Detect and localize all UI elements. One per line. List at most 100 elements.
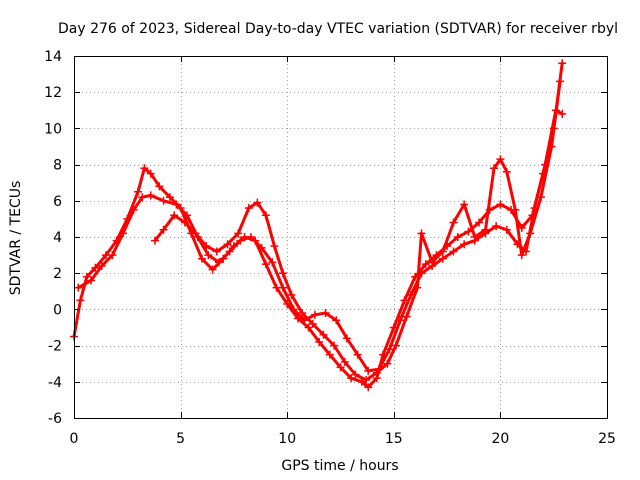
data-point [464, 227, 473, 236]
data-point [396, 316, 405, 325]
data-point [236, 236, 245, 245]
data-point [332, 316, 341, 325]
data-point [353, 350, 362, 359]
data-point [261, 211, 270, 220]
data-point [347, 374, 356, 383]
data-point [82, 272, 91, 281]
data-point [310, 310, 319, 319]
series-line [153, 79, 562, 382]
data-point [391, 341, 400, 350]
data-point [319, 330, 328, 339]
data-point [76, 296, 85, 305]
data-point [225, 247, 234, 256]
data-point [108, 251, 117, 260]
data-point [165, 193, 174, 202]
data-point [321, 309, 330, 318]
data-point [460, 240, 469, 249]
data-point [492, 222, 501, 231]
data-point [453, 233, 462, 241]
data-point [287, 290, 296, 299]
series-track-a [70, 59, 567, 392]
data-point [460, 200, 469, 209]
y-tick-label: 6 [53, 194, 62, 210]
data-point [340, 357, 349, 366]
axis-ticks [74, 56, 608, 419]
data-point [133, 187, 142, 196]
data-point [97, 261, 106, 270]
data-point [490, 164, 499, 173]
data-point [383, 359, 392, 368]
x-axis-label: GPS time / hours [281, 458, 398, 474]
data-point [372, 368, 381, 377]
data-point [172, 200, 181, 209]
data-point [421, 260, 430, 269]
data-point [91, 263, 100, 272]
y-axis-tick-labels: -6 -4 -2 0 2 4 6 8 10 12 14 [44, 49, 62, 427]
data-point [197, 254, 206, 263]
data-point [428, 258, 437, 267]
data-point [278, 269, 287, 278]
data-point [261, 260, 270, 269]
data-point [362, 375, 371, 384]
x-tick-label: 25 [598, 431, 616, 447]
y-tick-label: 12 [44, 85, 62, 101]
data-point [517, 251, 526, 260]
data-point [246, 233, 255, 241]
data-point [417, 229, 426, 238]
series-track-c [151, 77, 565, 384]
data-point [342, 334, 351, 343]
x-tick-label: 0 [70, 431, 79, 447]
data-point [298, 309, 307, 318]
data-point [244, 204, 253, 213]
data-point [336, 363, 345, 372]
data-series [70, 59, 567, 392]
data-point [278, 283, 287, 292]
data-point [556, 77, 565, 86]
x-tick-label: 20 [491, 431, 509, 447]
data-point [402, 312, 411, 321]
data-point [496, 155, 505, 164]
chart-title: Day 276 of 2023, Sidereal Day-to-day VTE… [58, 21, 618, 37]
data-point [151, 236, 160, 245]
data-point [364, 366, 373, 375]
data-point [536, 193, 545, 202]
y-axis-label: SDTVAR / TECUs [8, 181, 24, 296]
data-point [496, 200, 505, 209]
data-point [449, 247, 458, 256]
data-point [146, 191, 155, 200]
data-point [470, 233, 479, 241]
data-point [214, 258, 223, 267]
data-point [191, 229, 200, 238]
data-point [475, 218, 484, 227]
data-point [558, 109, 567, 118]
data-point [308, 319, 317, 328]
data-point [159, 196, 168, 205]
data-point [138, 193, 147, 202]
data-point [204, 251, 213, 260]
data-point [268, 258, 277, 267]
x-axis-tick-labels: 0 5 10 15 20 25 [70, 431, 616, 447]
data-point [234, 229, 243, 238]
y-tick-label: 14 [44, 49, 62, 65]
data-point [119, 229, 128, 238]
y-tick-label: 10 [44, 121, 62, 137]
data-point [438, 247, 447, 256]
data-point [511, 205, 520, 214]
data-point [270, 242, 279, 251]
y-tick-label: 0 [53, 302, 62, 318]
data-point [180, 218, 189, 227]
data-point [304, 323, 313, 332]
data-point [74, 283, 83, 292]
data-point [159, 225, 168, 234]
data-point [300, 316, 309, 325]
x-tick-label: 10 [278, 431, 296, 447]
data-point [351, 370, 360, 379]
data-point [413, 283, 422, 292]
data-point [502, 167, 511, 176]
data-point [449, 218, 458, 227]
y-tick-label: 2 [53, 266, 62, 282]
data-point [526, 229, 535, 238]
data-point [502, 225, 511, 234]
data-point [547, 142, 556, 151]
